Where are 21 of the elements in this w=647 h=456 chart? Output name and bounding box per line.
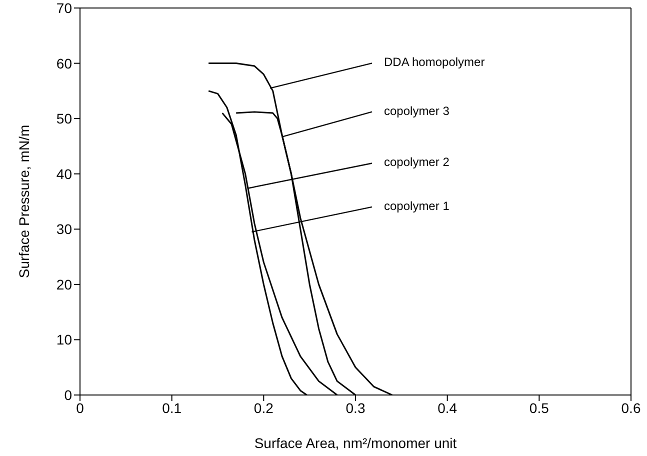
y-tick-label: 20	[56, 276, 72, 292]
y-axis-title: Surface Pressure, mN/m	[16, 124, 32, 278]
annotation: copolymer 3	[384, 104, 450, 118]
annotation: copolymer 1	[384, 198, 450, 213]
annotation: copolymer 2	[384, 155, 450, 170]
y-tick-label: 10	[56, 332, 72, 348]
y-tick-label: 70	[56, 0, 72, 16]
x-tick-label: 0.5	[529, 400, 550, 416]
y-tick-label: 0	[64, 386, 72, 403]
y-tick-label: 60	[56, 55, 72, 72]
x-tick-label: 0.6	[621, 400, 641, 416]
x-tick-label: 0.4	[438, 400, 458, 416]
y-tick-label: 30	[56, 221, 72, 238]
x-tick-label: 0.2	[254, 400, 274, 416]
x-tick-label: 0.1	[162, 400, 182, 416]
y-tick-label: 40	[56, 166, 72, 182]
x-tick-label: 0	[76, 400, 84, 416]
y-tick-label: 50	[56, 110, 72, 127]
annotation: DDA homopolymer	[384, 55, 485, 70]
x-axis-title: Surface Area, nm²/monomer unit	[254, 435, 457, 451]
x-tick-label: 0.3	[346, 400, 366, 416]
